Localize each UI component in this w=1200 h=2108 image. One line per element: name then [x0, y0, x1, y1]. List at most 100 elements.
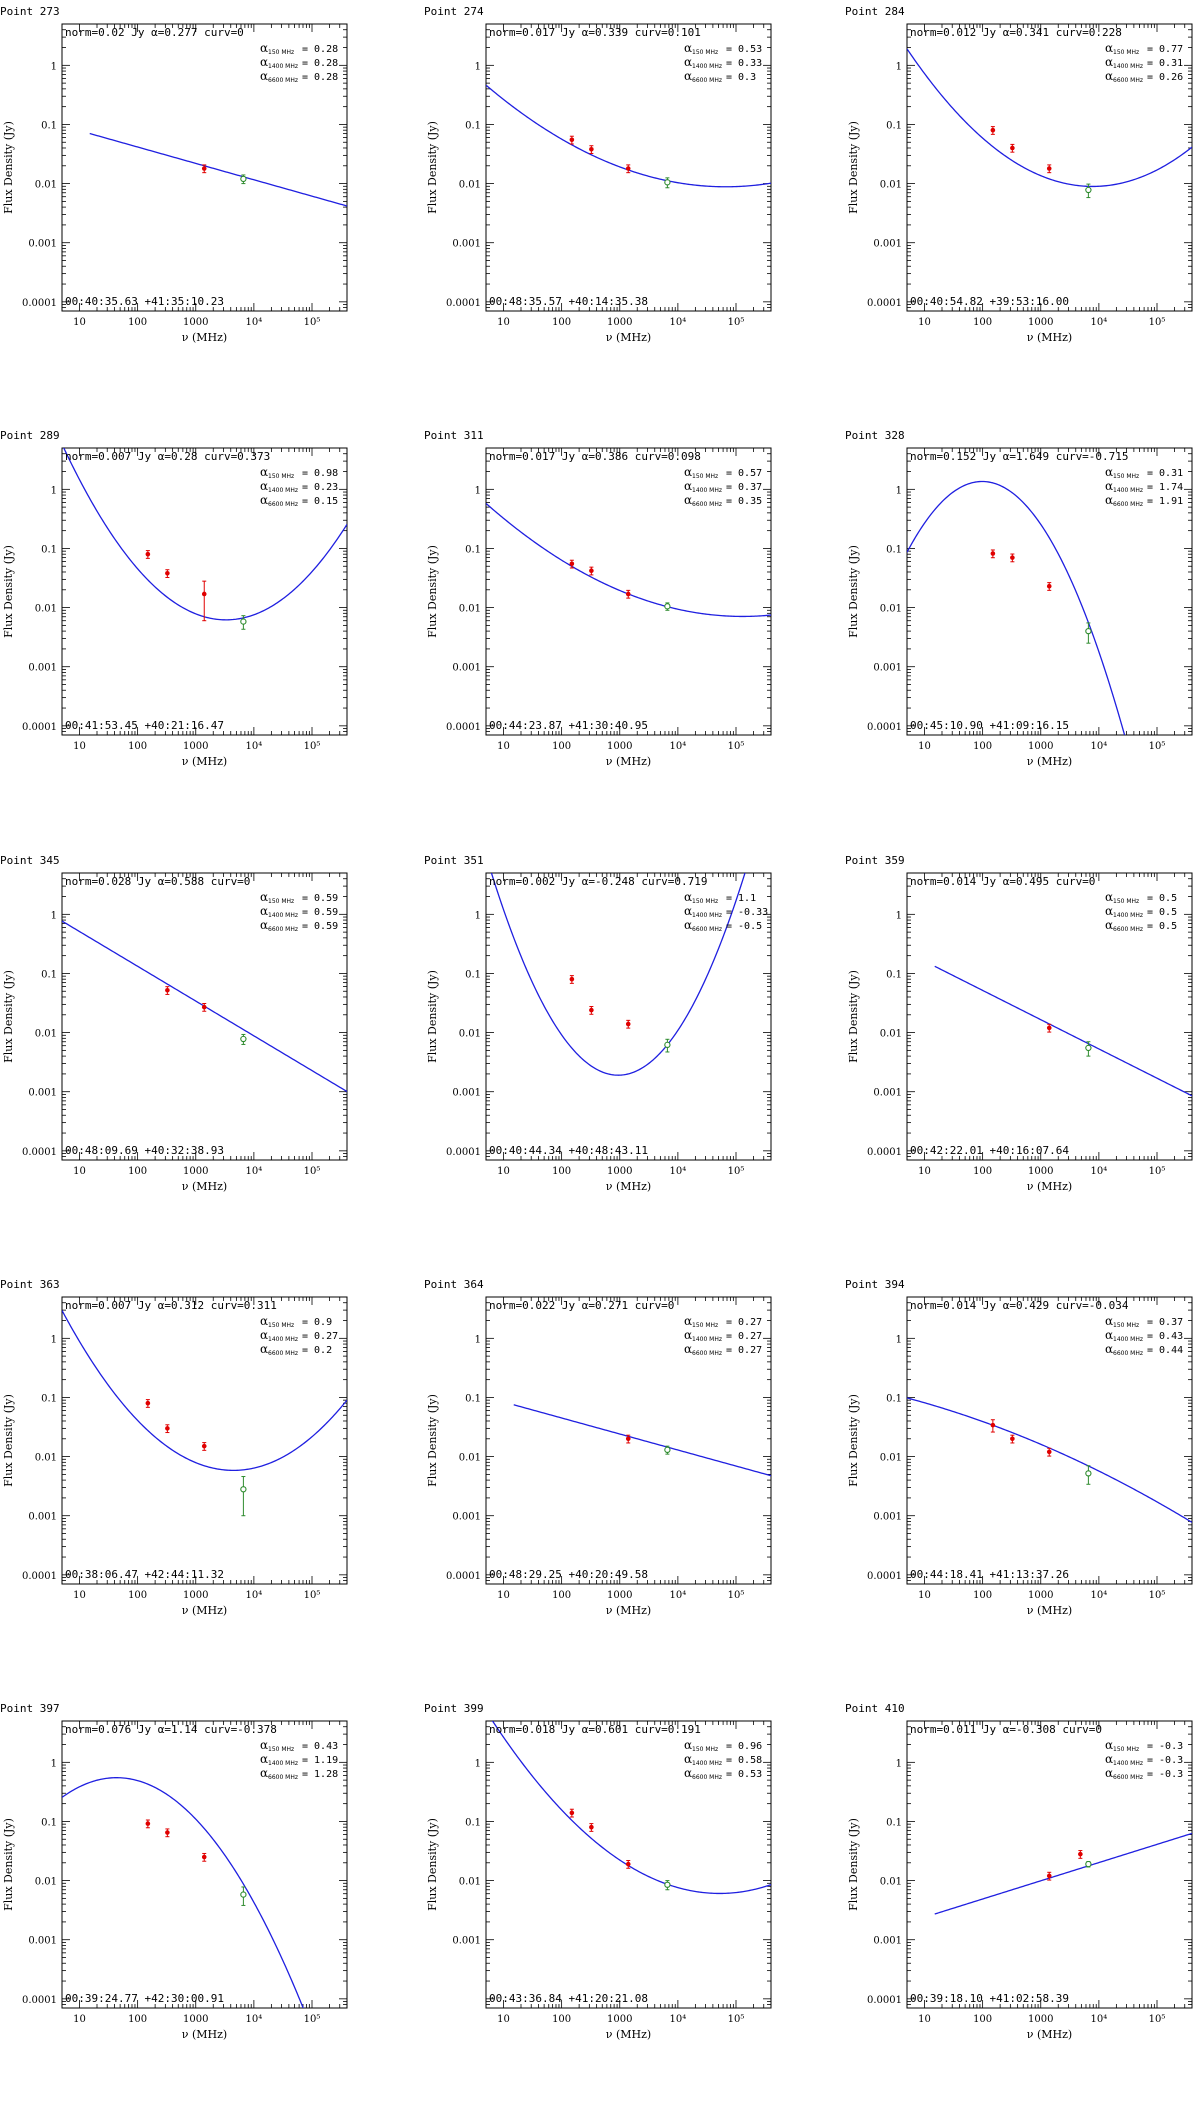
spectral-index-row: α 150 MHz = 0.43	[260, 1738, 338, 1753]
alpha-symbol: α	[260, 1328, 268, 1342]
x-tick-label: 100	[552, 317, 571, 328]
alpha-value: = 0.27	[726, 1317, 762, 1328]
x-tick-label: 100	[973, 1166, 992, 1177]
plot-frame	[906, 447, 1193, 736]
spectral-index-row: α 6600 MHz = 0.28	[260, 69, 338, 84]
y-axis-label: Flux Density (Jy)	[426, 545, 439, 638]
y-tick-label: 0.1	[465, 969, 481, 980]
y-tick-label: 0.01	[459, 1453, 481, 1464]
y-axis-label: Flux Density (Jy)	[2, 970, 15, 1063]
x-tick-label: 100	[552, 1590, 571, 1601]
x-tick-label: 10	[73, 741, 86, 752]
alpha-value: = 0.31	[1147, 58, 1183, 69]
spectral-index-row: α 150 MHz = 0.9	[260, 1314, 332, 1329]
alpha-symbol: α	[684, 41, 692, 55]
panel-title: Point 273	[0, 5, 60, 18]
y-tick-label: 0.001	[452, 1936, 481, 1947]
panel-title: Point 397	[0, 1702, 60, 1715]
panel-title: Point 284	[845, 5, 905, 18]
alpha-value: = 0.26	[1147, 72, 1183, 83]
alpha-symbol: α	[1105, 1342, 1113, 1356]
alpha-subscript: 1400 MHz	[1113, 1336, 1143, 1343]
spectral-index-row: α 1400 MHz = 0.43	[1105, 1328, 1183, 1343]
alpha-value: = 1.91	[1147, 496, 1183, 507]
alpha-subscript: 6600 MHz	[268, 501, 298, 508]
alpha-subscript: 150 MHz	[692, 1322, 718, 1329]
x-tick-label: 10⁵	[304, 1166, 321, 1177]
spectrum-plot: Point 284 10 100 1000 10⁴ 10⁵ 1 0.1 0.01 0.001 0.0…	[845, 5, 1193, 344]
spectral-index-row: α 6600 MHz = 0.3	[684, 69, 756, 84]
data-point-red	[625, 166, 631, 171]
x-tick-label: 1000	[183, 741, 208, 752]
spectrum-panel: Point 273 10 100 1000 10⁴ 10⁵ 1 0.1 0.01 0.001 0.0…	[0, 0, 400, 411]
x-tick-label: 10	[918, 1166, 931, 1177]
x-tick-label: 10	[73, 317, 86, 328]
y-tick-label: 0.01	[880, 180, 902, 191]
alpha-subscript: 150 MHz	[1113, 898, 1139, 905]
spectrum-panel: Point 394 10 100 1000 10⁴ 10⁵ 1 0.1 0.01 0.001 0.0…	[845, 1273, 1200, 1684]
spectrum-plot: Point 345 10 100 1000 10⁴ 10⁵ 1 0.1 0.01 0.001 0.0…	[0, 854, 348, 1193]
fit-params: norm=0.076 Jy α=1.14 curv=-0.378	[65, 1723, 277, 1736]
spectral-index-row: α 150 MHz = -0.3	[1105, 1738, 1183, 1753]
spectral-index-row: α 6600 MHz = -0.5	[684, 918, 762, 933]
x-tick-label: 10	[918, 317, 931, 328]
spectral-index-row: α 150 MHz = 0.37	[1105, 1314, 1183, 1329]
alpha-subscript: 6600 MHz	[268, 1774, 298, 1781]
alpha-symbol: α	[1105, 904, 1113, 918]
alpha-subscript: 150 MHz	[268, 473, 294, 480]
x-tick-label: 10⁵	[304, 2014, 321, 2025]
data-point-green	[240, 1891, 247, 1898]
alpha-value: = 0.59	[302, 921, 338, 932]
alpha-symbol: α	[684, 479, 692, 493]
data-point-red	[569, 1810, 575, 1816]
source-coordinates: 00:43:36.84 +41:20:21.08	[489, 1992, 648, 2005]
x-tick-label: 10⁵	[728, 741, 745, 752]
x-tick-label: 10⁴	[670, 2014, 687, 2025]
alpha-value: = 0.3	[726, 72, 756, 83]
source-coordinates: 00:39:18.10 +41:02:58.39	[910, 1992, 1069, 2005]
fit-params: norm=0.011 Jy α=-0.308 curv=0	[910, 1723, 1102, 1736]
source-coordinates: 00:40:44.34 +40:48:43.11	[489, 1144, 648, 1157]
x-tick-label: 10⁵	[728, 317, 745, 328]
x-tick-label: 100	[128, 317, 147, 328]
y-tick-label: 0.1	[41, 1817, 57, 1828]
spectral-index-row: α 1400 MHz = -0.33	[684, 904, 768, 919]
y-tick-label: 1	[475, 1758, 481, 1769]
alpha-subscript: 1400 MHz	[1113, 912, 1143, 919]
x-axis-label: ν (MHz)	[606, 2028, 651, 2041]
spectral-index-row: α 150 MHz = 0.57	[684, 465, 762, 480]
plot-frame	[906, 1296, 1193, 1585]
x-tick-label: 10⁴	[1091, 1590, 1108, 1601]
alpha-symbol: α	[260, 1314, 268, 1328]
fit-params: norm=0.014 Jy α=0.429 curv=-0.034	[910, 1299, 1129, 1312]
y-tick-label: 0.01	[880, 1877, 902, 1888]
fit-params: norm=0.012 Jy α=0.341 curv=0.228	[910, 26, 1122, 39]
alpha-symbol: α	[684, 1328, 692, 1342]
y-tick-label: 0.001	[873, 1088, 902, 1099]
y-tick-label: 0.0001	[22, 722, 57, 733]
plot-frame	[61, 23, 348, 312]
x-axis-label: ν (MHz)	[182, 755, 227, 768]
source-coordinates: 00:39:24.77 +42:30:00.91	[65, 1992, 224, 2005]
y-tick-label: 1	[51, 61, 57, 72]
spectral-index-row: α 1400 MHz = 0.59	[260, 904, 338, 919]
y-tick-label: 0.0001	[867, 722, 902, 733]
alpha-subscript: 1400 MHz	[268, 912, 298, 919]
x-tick-label: 10⁵	[728, 1590, 745, 1601]
data-point-green	[664, 1881, 671, 1888]
alpha-symbol: α	[684, 1342, 692, 1356]
alpha-symbol: α	[1105, 493, 1113, 507]
fit-curve	[513, 1404, 771, 1477]
spectrum-panel: Point 397 10 100 1000 10⁴ 10⁵ 1 0.1 0.01 0.001 0.0…	[0, 1697, 400, 2108]
fit-params: norm=0.007 Jy α=0.312 curv=0.311	[65, 1299, 277, 1312]
spectral-index-row: α 1400 MHz = 0.27	[260, 1328, 338, 1343]
x-axis-label: ν (MHz)	[182, 2028, 227, 2041]
y-tick-label: 0.1	[41, 544, 57, 555]
x-tick-label: 10⁵	[728, 1166, 745, 1177]
panel-title: Point 351	[424, 854, 484, 867]
y-tick-label: 0.0001	[867, 1571, 902, 1582]
data-point-green	[1085, 1470, 1092, 1477]
data-point-red	[201, 166, 207, 171]
alpha-subscript: 150 MHz	[1113, 1746, 1139, 1753]
panel-title: Point 274	[424, 5, 484, 18]
